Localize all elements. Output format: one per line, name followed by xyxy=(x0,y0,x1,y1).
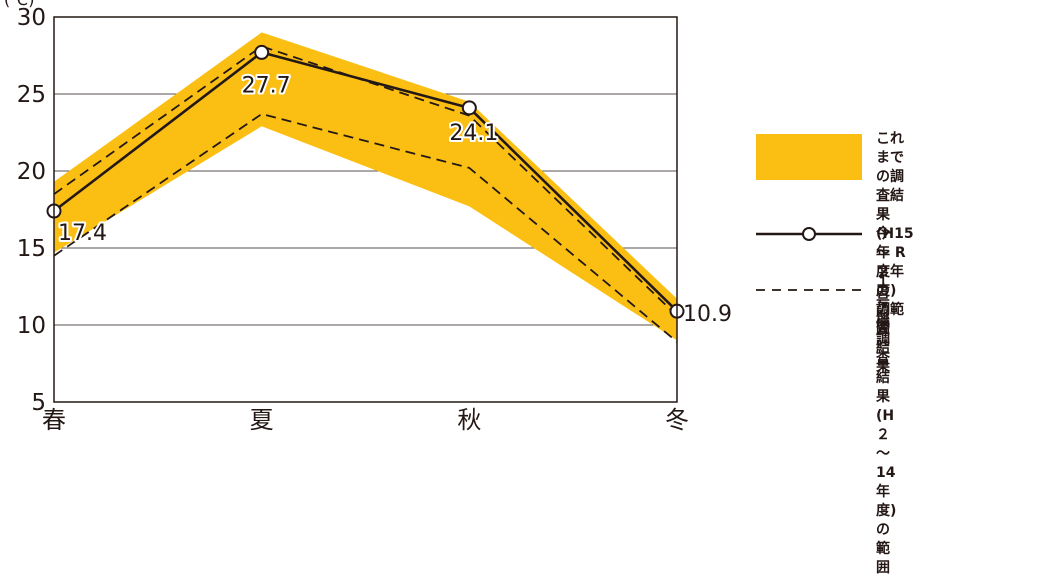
data-label-春: 17.4 xyxy=(58,221,107,246)
data-label-秋: 24.1 xyxy=(449,121,498,146)
y-tick-5: 5 xyxy=(31,390,46,416)
y-tick-25: 25 xyxy=(17,82,46,108)
line-chart: 17.4 27.7 24.1 10.9 5 10 15 20 25 30 春 夏 秋 冬 xyxy=(17,5,734,434)
x-axis-tick-labels: 春夏秋冬 xyxy=(42,406,689,434)
past-survey-range-band xyxy=(54,32,677,341)
plot-frame xyxy=(53,16,678,403)
legend-dashed-line-symbol xyxy=(756,289,862,291)
unit1-range-lower-dashed-line xyxy=(53,113,678,343)
current-year-series-line xyxy=(53,50,678,313)
y-tick-15: 15 xyxy=(17,236,46,262)
marker-秋 xyxy=(461,100,477,116)
data-label-冬: 10.9 xyxy=(683,302,732,327)
legend-reference-label: １号機調査結果 (H２～ 14年度)の範囲 xyxy=(876,275,897,576)
legend-band-swatch xyxy=(756,134,862,180)
data-label-夏: 27.7 xyxy=(242,73,291,98)
series-markers xyxy=(46,44,685,319)
y-axis-unit-label: (℃) xyxy=(4,0,34,9)
x-tick-冬: 冬 xyxy=(665,406,689,434)
x-tick-春: 春 xyxy=(42,406,66,434)
legend-band-label: これまでの調査結果 (H15 ～ R２年度) の範囲 xyxy=(876,131,914,337)
y-tick-30: 30 xyxy=(17,5,46,31)
data-labels: 17.4 27.7 24.1 10.9 xyxy=(56,71,734,329)
y-tick-10: 10 xyxy=(17,313,46,339)
x-tick-秋: 秋 xyxy=(457,406,481,434)
y-axis-tick-labels: 5 10 15 20 25 30 xyxy=(17,5,46,416)
x-tick-夏: 夏 xyxy=(250,406,274,434)
y-tick-20: 20 xyxy=(17,159,46,185)
marker-夏 xyxy=(254,44,270,60)
legend-current-label: 今年度の調査結果 xyxy=(876,226,890,375)
legend-current-line-symbol xyxy=(756,227,862,241)
